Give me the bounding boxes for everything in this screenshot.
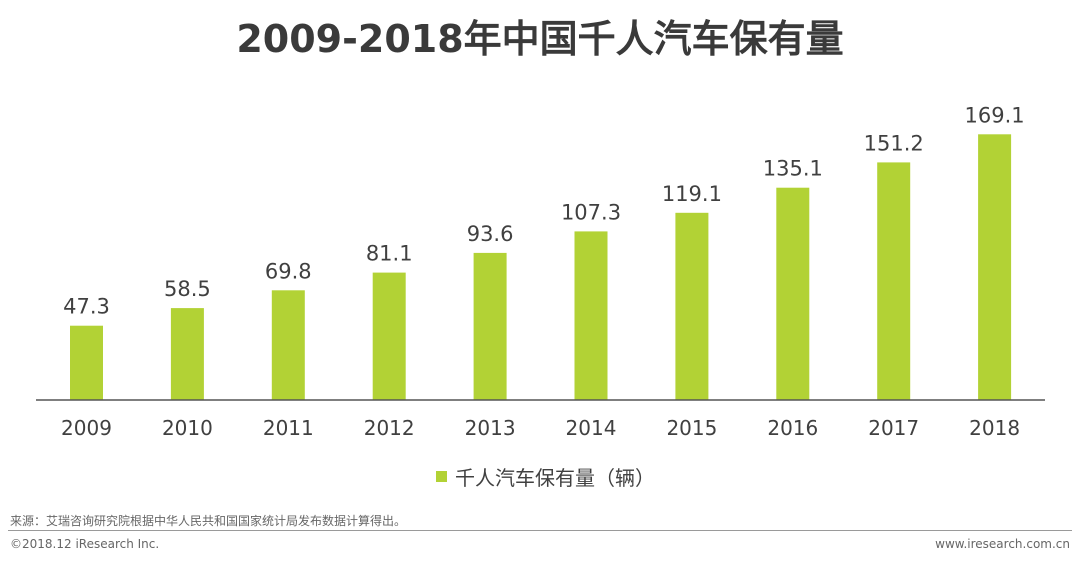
x-tick-label-group: 2009 2010 2011 2012 2013 2014 2015 2016 2017 2018 bbox=[61, 416, 1020, 440]
bar-2018 bbox=[978, 134, 1012, 401]
copyright-text: ©2018.12 iResearch Inc. bbox=[10, 537, 160, 551]
x-tick-label-2011: 2011 bbox=[263, 416, 314, 440]
bar-2016 bbox=[776, 187, 810, 400]
value-label-2015: 119.1 bbox=[662, 182, 722, 206]
value-label-group: 47.3 58.5 69.8 81.1 93.6 107.3 119.1 135.1 151.2… bbox=[63, 103, 1025, 318]
value-label-2018: 169.1 bbox=[965, 103, 1025, 127]
bar-group bbox=[70, 134, 1012, 401]
value-label-2016: 135.1 bbox=[763, 157, 823, 181]
value-label-2014: 107.3 bbox=[561, 200, 621, 224]
chart-title: 2009-2018年中国千人汽车保有量 bbox=[236, 17, 844, 61]
legend-label: 千人汽车保有量（辆） bbox=[455, 465, 655, 490]
legend-swatch bbox=[436, 470, 447, 482]
value-label-2010: 58.5 bbox=[164, 277, 211, 301]
bar-2009 bbox=[70, 325, 103, 400]
bar-2015 bbox=[675, 212, 709, 400]
x-tick-label-2012: 2012 bbox=[364, 416, 415, 440]
x-tick-label-2015: 2015 bbox=[666, 416, 717, 440]
footer-divider bbox=[8, 530, 1072, 531]
legend: 千人汽车保有量（辆） bbox=[436, 462, 655, 490]
value-label-2017: 151.2 bbox=[864, 131, 924, 155]
bar-2017 bbox=[877, 162, 911, 400]
x-tick-label-2009: 2009 bbox=[61, 416, 112, 440]
x-tick-label-2010: 2010 bbox=[162, 416, 213, 440]
website-link[interactable]: www.iresearch.com.cn bbox=[935, 537, 1070, 551]
bar-2012 bbox=[372, 272, 406, 400]
bar-2011 bbox=[271, 290, 305, 400]
x-tick-label-2014: 2014 bbox=[566, 416, 617, 440]
x-tick-label-2017: 2017 bbox=[868, 416, 919, 440]
x-tick-label-2016: 2016 bbox=[767, 416, 818, 440]
x-tick-label-2013: 2013 bbox=[465, 416, 516, 440]
x-tick-label-2018: 2018 bbox=[969, 416, 1020, 440]
value-label-2013: 93.6 bbox=[467, 222, 514, 246]
bar-2010 bbox=[170, 308, 204, 400]
value-label-2011: 69.8 bbox=[265, 259, 312, 283]
bar-2014 bbox=[574, 231, 608, 400]
bar-2013 bbox=[473, 252, 507, 400]
value-label-2012: 81.1 bbox=[366, 242, 413, 266]
value-label-2009: 47.3 bbox=[63, 295, 110, 319]
source-note: 来源：艾瑞咨询研究院根据中华人民共和国国家统计局发布数据计算得出。 bbox=[10, 514, 407, 528]
